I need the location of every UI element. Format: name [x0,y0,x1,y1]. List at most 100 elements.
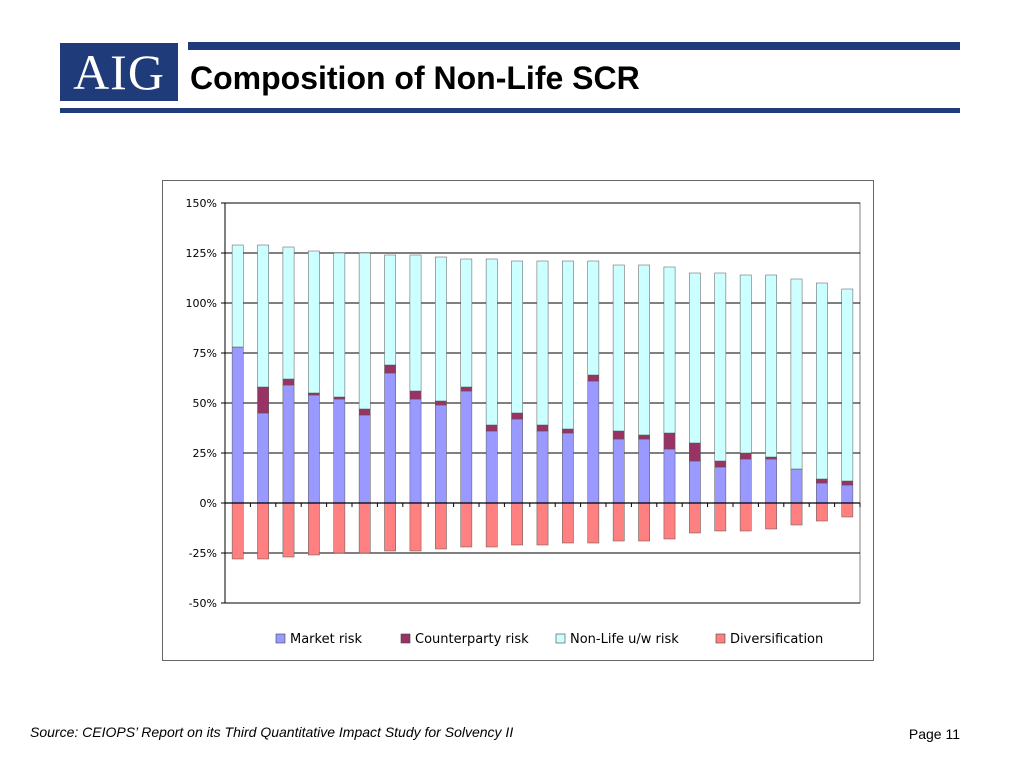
bar-non-life-u-w-risk [460,258,473,388]
bar-diversification [282,502,295,558]
bar-market-risk [790,468,803,504]
bar-market-risk [562,432,574,504]
y-tick-label: 50% [193,397,217,410]
legend-label: Non-Life u/w risk [570,632,679,647]
bar-diversification [358,502,371,554]
y-tick-label: 150% [186,197,217,210]
source-note: Source: CEIOPS’ Report on its Third Quan… [30,724,514,740]
bar-non-life-u-w-risk [841,288,854,482]
bar-non-life-u-w-risk [714,272,727,462]
bar-diversification [257,502,269,560]
bar-market-risk [511,418,523,504]
bar-market-risk [333,398,346,504]
bar-counterparty-risk [638,434,650,440]
bar-counterparty-risk [562,428,574,434]
bar-counterparty-risk [536,424,549,432]
bar-diversification [511,502,523,546]
header-bottom-rule [60,108,960,113]
bar-non-life-u-w-risk [435,256,447,402]
bar-counterparty-risk [689,442,701,462]
bar-non-life-u-w-risk [257,244,269,388]
bar-non-life-u-w-risk [511,260,523,414]
bar-counterparty-risk [409,390,422,400]
legend-swatch [555,633,566,644]
bar-non-life-u-w-risk [765,274,777,458]
legend-label: Diversification [730,632,823,647]
bar-market-risk [816,482,828,504]
bar-market-risk [663,448,676,504]
bar-market-risk [689,460,701,504]
bar-diversification [409,502,422,552]
legend-swatch [400,633,411,644]
bar-market-risk [409,398,422,504]
bar-market-risk [257,412,269,504]
bar-diversification [714,502,727,532]
bar-market-risk [739,458,752,504]
bar-diversification [587,502,600,544]
bar-market-risk [460,390,473,504]
bar-market-risk [765,458,777,504]
y-tick-label: 25% [193,447,217,460]
legend-swatch [275,633,286,644]
bar-counterparty-risk [714,460,727,468]
bar-counterparty-risk [282,378,295,386]
bar-non-life-u-w-risk [358,252,371,410]
slide-title: Composition of Non-Life SCR [190,60,640,96]
bar-counterparty-risk [435,400,447,406]
bar-non-life-u-w-risk [562,260,574,430]
bar-counterparty-risk [358,408,371,416]
bar-counterparty-risk [333,396,346,400]
bar-diversification [663,502,676,540]
header-top-rule [188,42,960,50]
bar-non-life-u-w-risk [587,260,600,376]
page-label: Page [908,726,942,742]
bar-non-life-u-w-risk [282,246,295,380]
stacked-bar-chart: -50% -25% 0% 25% 50% 75% 100% 125% 150% Market ri… [186,197,861,647]
bar-diversification [435,502,447,550]
bar-diversification [816,502,828,522]
bar-non-life-u-w-risk [612,264,625,432]
bar-market-risk [638,438,650,504]
bar-counterparty-risk [587,374,600,382]
y-tick-label: 125% [186,247,217,260]
bar-non-life-u-w-risk [308,250,320,394]
logo-text: AIG [73,44,165,100]
bar-diversification [384,502,396,552]
bar-diversification [841,502,854,518]
bar-diversification [562,502,574,544]
bar-diversification [739,502,752,532]
bar-counterparty-risk [485,424,498,432]
bar-non-life-u-w-risk [536,260,549,426]
bar-market-risk [358,414,371,504]
bar-market-risk [612,438,625,504]
bar-market-risk [308,394,320,504]
bar-market-risk [485,430,498,504]
bar-market-risk [384,372,396,504]
page-number-value: 11 [945,726,960,742]
bar-counterparty-risk [612,430,625,440]
bar-diversification [485,502,498,548]
bar-market-risk [841,484,854,504]
bar-diversification [765,502,777,530]
bar-diversification [308,502,320,556]
bar-counterparty-risk [841,480,854,486]
bar-market-risk [282,384,295,504]
bar-non-life-u-w-risk [689,272,701,444]
bar-diversification [638,502,650,542]
bar-non-life-u-w-risk [739,274,752,454]
bar-non-life-u-w-risk [231,244,244,348]
y-tick-label: -25% [189,547,217,560]
aig-logo: AIG [60,43,178,101]
bar-counterparty-risk [384,364,396,374]
bar-market-risk [231,346,244,504]
bar-diversification [612,502,625,542]
legend-swatch [715,633,726,644]
bar-non-life-u-w-risk [384,254,396,366]
bar-non-life-u-w-risk [790,278,803,470]
legend-label: Counterparty risk [415,632,529,647]
y-tick-label: 100% [186,297,217,310]
bar-diversification [689,502,701,534]
bar-market-risk [435,404,447,504]
y-tick-label: 0% [200,497,217,510]
bar-counterparty-risk [765,456,777,460]
